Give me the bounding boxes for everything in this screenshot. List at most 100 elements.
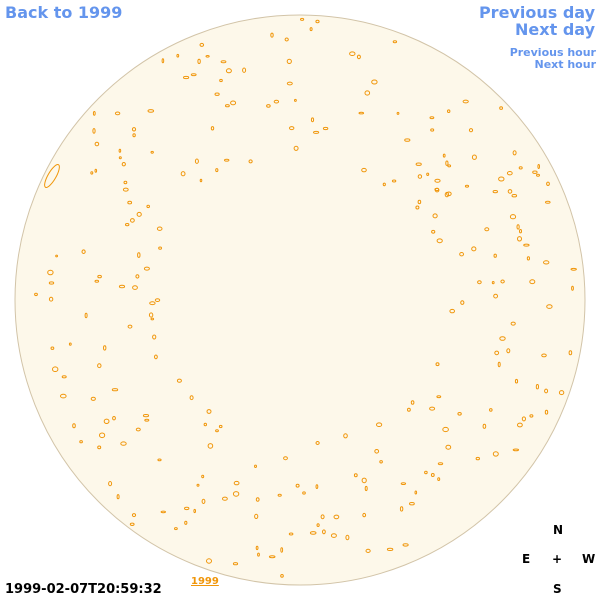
contour (498, 176, 505, 182)
contour (310, 117, 315, 123)
next-hour-link[interactable]: Next hour (534, 58, 597, 71)
contour (44, 164, 60, 188)
contour (371, 79, 378, 85)
contour (48, 281, 55, 285)
contour (492, 190, 498, 194)
contour (284, 37, 289, 42)
contour (471, 246, 477, 252)
next-day-link[interactable]: Next day (515, 20, 595, 39)
contour (121, 162, 126, 167)
contour (48, 296, 54, 302)
contour (203, 422, 208, 427)
contour (316, 523, 320, 527)
contour (460, 300, 465, 305)
contour (47, 269, 54, 276)
contour (315, 441, 320, 445)
contour (118, 148, 122, 153)
contour (294, 98, 297, 102)
contour (111, 388, 119, 392)
contour (407, 407, 411, 412)
contour (546, 304, 553, 309)
contour (50, 346, 55, 350)
contour (437, 462, 444, 466)
contour (158, 246, 163, 250)
contour (215, 429, 219, 433)
contour (358, 111, 365, 115)
contour (475, 456, 480, 461)
contour (97, 274, 102, 279)
contour (94, 168, 98, 173)
contour (497, 361, 501, 368)
contour (517, 422, 523, 428)
contour (120, 441, 127, 446)
contour (148, 312, 154, 318)
contour (500, 279, 505, 284)
contour (322, 529, 326, 535)
contour (499, 106, 504, 110)
contour (386, 547, 394, 552)
contour (225, 68, 232, 74)
contour (493, 253, 497, 258)
contour (135, 427, 141, 432)
contour (442, 426, 449, 433)
contour (116, 494, 120, 500)
contour (199, 178, 203, 183)
contour (266, 104, 271, 108)
contour (374, 449, 380, 454)
contour (392, 40, 398, 44)
contour (199, 42, 205, 47)
contour (349, 51, 356, 57)
contour (233, 480, 240, 486)
contour (499, 336, 506, 341)
contour (429, 406, 436, 411)
contour (426, 172, 430, 177)
contour (142, 414, 150, 418)
contour (445, 160, 449, 166)
contour (507, 189, 513, 194)
contour (210, 126, 215, 131)
contour (103, 418, 110, 424)
previous-hour-link[interactable]: Previous hour (509, 46, 596, 59)
contour (376, 422, 383, 428)
contour (402, 543, 409, 547)
contour (315, 19, 320, 24)
contour (219, 78, 223, 83)
contour (570, 267, 577, 271)
contour (184, 520, 188, 525)
contour (129, 522, 135, 526)
contour (79, 440, 83, 444)
contour (492, 451, 499, 457)
contour (149, 301, 156, 306)
contour (286, 81, 293, 86)
year-link[interactable]: 1999 (191, 576, 219, 587)
contour (379, 460, 383, 464)
contour (415, 162, 422, 166)
contour (94, 279, 100, 283)
contour (123, 180, 128, 185)
contour (435, 362, 440, 367)
contour (471, 154, 477, 160)
contour (462, 99, 469, 104)
compass-north: N (553, 523, 564, 537)
back-link[interactable]: Back to 1999 (5, 3, 123, 22)
contour (150, 317, 155, 321)
contour (399, 506, 404, 512)
contour (135, 274, 140, 279)
contour (154, 354, 158, 360)
contour (72, 423, 76, 429)
contour (482, 423, 487, 429)
contour (362, 512, 367, 518)
contour (34, 292, 38, 297)
magnetic-contours (34, 17, 577, 578)
contour (396, 111, 400, 115)
contour (302, 491, 306, 495)
contour (214, 92, 220, 96)
contour (90, 171, 94, 175)
contour (184, 506, 190, 511)
previous-day-link[interactable]: Previous day (478, 3, 595, 22)
contour (136, 211, 142, 217)
contour (436, 238, 443, 244)
contour (417, 174, 423, 179)
contour (254, 513, 259, 520)
contour (313, 130, 320, 134)
